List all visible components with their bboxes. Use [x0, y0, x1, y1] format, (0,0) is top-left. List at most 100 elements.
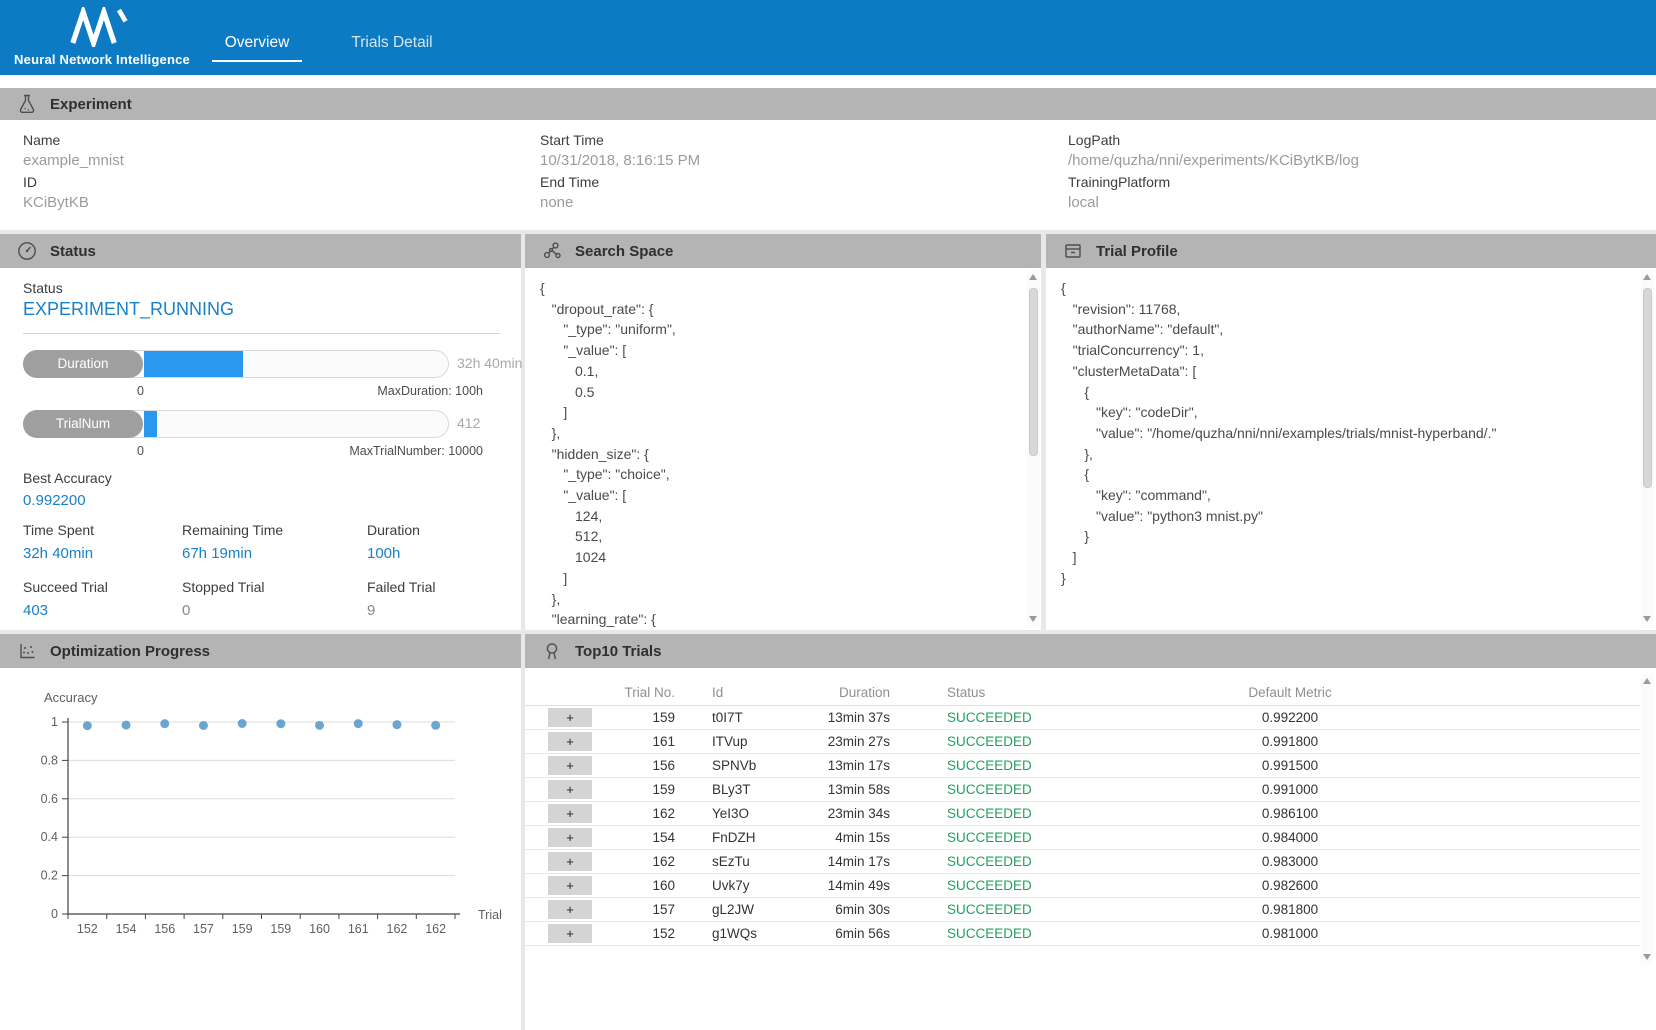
- cell-duration: 4min 15s: [835, 830, 895, 845]
- trial-profile-scrollbar[interactable]: [1641, 270, 1654, 626]
- cell-trial-id: Uvk7y: [695, 878, 750, 893]
- logo-subtitle: Neural Network Intelligence: [9, 52, 195, 67]
- expand-trial-button[interactable]: +: [548, 804, 592, 823]
- cell-trial-no: 160: [652, 878, 695, 893]
- trial-profile-section-header: Trial Profile: [1046, 234, 1656, 268]
- expand-trial-button[interactable]: +: [548, 924, 592, 943]
- search-space-section-header: Search Space: [525, 234, 1041, 268]
- field-label: LogPath: [1068, 132, 1359, 148]
- trial-row[interactable]: +162sEzTu14min 17sSUCCEEDED0.983000: [525, 850, 1640, 874]
- x-tick-label: 156: [154, 922, 175, 936]
- field-label: End Time: [540, 174, 700, 190]
- trial-row[interactable]: +161ITVup23min 27sSUCCEEDED0.991800: [525, 730, 1640, 754]
- cell-trial-no: 154: [652, 830, 695, 845]
- progress-label: Duration: [23, 350, 143, 378]
- stat-remaining-time: Remaining Time 67h 19min: [182, 522, 367, 562]
- trial-profile-section-title: Trial Profile: [1096, 243, 1178, 260]
- top10-scrollbar[interactable]: [1641, 674, 1654, 964]
- scale-min: 0: [137, 444, 144, 458]
- cell-trial-id: gL2JW: [695, 902, 754, 917]
- search-space-scrollbar[interactable]: [1027, 270, 1040, 626]
- data-point[interactable]: [431, 721, 440, 730]
- expand-trial-button[interactable]: +: [548, 780, 592, 799]
- col-header-id: Id: [695, 685, 723, 700]
- scroll-up-icon[interactable]: [1029, 274, 1037, 280]
- cell-trial-id: SPNVb: [695, 758, 756, 773]
- best-accuracy-label: Best Accuracy: [23, 470, 112, 486]
- cell-trial-no: 162: [652, 854, 695, 869]
- top10-section-header: Top10 Trials: [525, 634, 1656, 668]
- cell-status: SUCCEEDED: [895, 734, 1032, 749]
- chart-title: Accuracy: [44, 690, 98, 705]
- expand-trial-button[interactable]: +: [548, 756, 592, 775]
- cell-trial-id: FnDZH: [695, 830, 756, 845]
- field-value-logpath: /home/quzha/nni/experiments/KCiBytKB/log: [1068, 152, 1359, 169]
- data-point[interactable]: [199, 721, 208, 730]
- data-point[interactable]: [315, 721, 324, 730]
- trial-row[interactable]: +154FnDZH4min 15sSUCCEEDED0.984000: [525, 826, 1640, 850]
- cell-trial-id: t0I7T: [695, 710, 743, 725]
- scroll-down-icon[interactable]: [1029, 616, 1037, 622]
- expand-trial-button[interactable]: +: [548, 828, 592, 847]
- data-point[interactable]: [122, 721, 131, 730]
- molecule-icon: [541, 240, 563, 262]
- cell-trial-no: 152: [652, 926, 695, 941]
- trial-row[interactable]: +157gL2JW6min 30sSUCCEEDED0.981800: [525, 898, 1640, 922]
- cell-trial-no: 156: [652, 758, 695, 773]
- trial-row[interactable]: +159t0I7T13min 37sSUCCEEDED0.992200: [525, 706, 1640, 730]
- tab-trials-detail[interactable]: Trials Detail: [338, 28, 446, 62]
- data-point[interactable]: [83, 721, 92, 730]
- data-point[interactable]: [238, 719, 247, 728]
- top10-table: Trial No. Id Duration Status Default Met…: [525, 680, 1640, 946]
- best-accuracy-value: 0.992200: [23, 492, 86, 509]
- accuracy-scatter-chart[interactable]: Accuracy00.20.40.60.81152154156157159159…: [0, 684, 521, 994]
- scroll-up-icon[interactable]: [1643, 678, 1651, 684]
- col-header-duration: Duration: [839, 685, 895, 700]
- cell-default-metric: 0.992200: [1262, 710, 1318, 725]
- data-point[interactable]: [160, 719, 169, 728]
- scroll-down-icon[interactable]: [1643, 954, 1651, 960]
- stat-time-spent: Time Spent 32h 40min: [23, 522, 182, 562]
- tab-overview[interactable]: Overview: [212, 28, 302, 62]
- optimization-section-title: Optimization Progress: [50, 643, 210, 660]
- field-value-end-time: none: [540, 194, 700, 211]
- cell-duration: 14min 49s: [828, 878, 895, 893]
- data-point[interactable]: [354, 719, 363, 728]
- flask-icon: [16, 93, 38, 115]
- x-tick-label: 157: [193, 922, 214, 936]
- data-point[interactable]: [276, 719, 285, 728]
- divider: [23, 333, 500, 334]
- top-navbar: Neural Network Intelligence Overview Tri…: [0, 0, 1656, 75]
- duration-value: 32h 40min: [457, 355, 522, 371]
- expand-trial-button[interactable]: +: [548, 876, 592, 895]
- trial-row[interactable]: +162YeI3O23min 34sSUCCEEDED0.986100: [525, 802, 1640, 826]
- status-stats-grid: Time Spent 32h 40min Remaining Time 67h …: [23, 522, 499, 619]
- status-section-header: Status: [0, 234, 521, 268]
- cell-default-metric: 0.984000: [1262, 830, 1318, 845]
- cell-duration: 23min 34s: [828, 806, 895, 821]
- cell-status: SUCCEEDED: [895, 710, 1032, 725]
- gauge-icon: [16, 240, 38, 262]
- trial-row[interactable]: +160Uvk7y14min 49sSUCCEEDED0.982600: [525, 874, 1640, 898]
- expand-trial-button[interactable]: +: [548, 852, 592, 871]
- experiment-col-3: LogPath /home/quzha/nni/experiments/KCiB…: [1068, 132, 1359, 216]
- scroll-up-icon[interactable]: [1643, 274, 1651, 280]
- scale-min: 0: [137, 384, 144, 398]
- trial-row[interactable]: +159BLy3T13min 58sSUCCEEDED0.991000: [525, 778, 1640, 802]
- expand-trial-button[interactable]: +: [548, 732, 592, 751]
- table-header-row: Trial No. Id Duration Status Default Met…: [525, 680, 1640, 706]
- field-value-name: example_mnist: [23, 152, 124, 169]
- expand-trial-button[interactable]: +: [548, 708, 592, 727]
- x-tick-label: 152: [77, 922, 98, 936]
- data-point[interactable]: [392, 720, 401, 729]
- experiment-status-value: EXPERIMENT_RUNNING: [23, 299, 234, 320]
- scroll-down-icon[interactable]: [1643, 616, 1651, 622]
- optimization-section-header: Optimization Progress: [0, 634, 521, 668]
- stat-failed-trial: Failed Trial 9: [367, 579, 499, 619]
- expand-trial-button[interactable]: +: [548, 900, 592, 919]
- trial-row[interactable]: +152g1WQs6min 56sSUCCEEDED0.981000: [525, 922, 1640, 946]
- scrollbar-thumb[interactable]: [1643, 288, 1652, 488]
- trial-row[interactable]: +156SPNVb13min 17sSUCCEEDED0.991500: [525, 754, 1640, 778]
- scrollbar-thumb[interactable]: [1029, 288, 1038, 456]
- field-label: ID: [23, 174, 124, 190]
